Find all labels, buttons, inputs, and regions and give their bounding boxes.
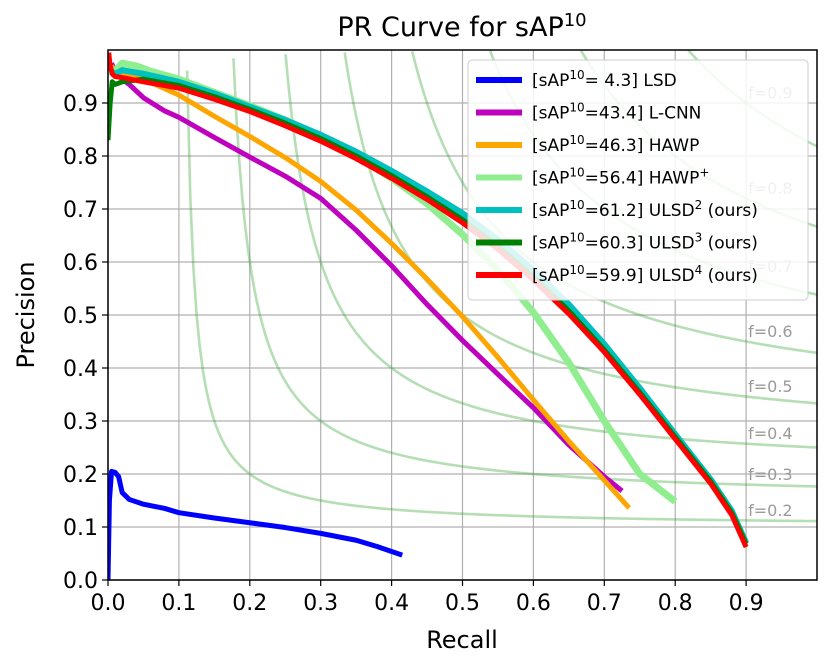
x-tick-label: 0.4 — [374, 591, 409, 616]
y-tick-label: 0.4 — [63, 357, 98, 382]
series-group — [108, 52, 749, 580]
x-tick-label: 0.2 — [232, 591, 267, 616]
x-tick-label: 0.0 — [91, 591, 126, 616]
y-tick-label: 0.7 — [63, 198, 98, 223]
legend: [sAP10= 4.3] LSD [sAP10=43.4] L-CNN [sAP10… — [467, 59, 809, 301]
x-tick-label: 0.5 — [445, 591, 480, 616]
iso-f-label: f=0.2 — [748, 501, 792, 520]
y-tick-label: 0.0 — [63, 569, 98, 594]
series-line-1 — [109, 62, 624, 493]
iso-f-label: f=0.4 — [748, 424, 792, 443]
x-tick-label: 0.3 — [303, 591, 338, 616]
x-tick-label: 0.9 — [729, 591, 764, 616]
y-tick-label: 0.9 — [63, 92, 98, 117]
legend-label: [sAP10=61.2] ULSD2 (ours) — [532, 198, 758, 221]
x-tick-label: 0.8 — [658, 591, 693, 616]
iso-f-label: f=0.6 — [748, 322, 792, 341]
y-tick-label: 0.2 — [63, 463, 98, 488]
y-tick-label: 0.1 — [63, 516, 98, 541]
y-tick-label: 0.5 — [63, 304, 98, 329]
legend-label: [sAP10=59.9] ULSD4 (ours) — [532, 263, 758, 286]
legend-box — [467, 59, 809, 301]
legend-label: [sAP10=46.3] HAWP — [532, 133, 699, 156]
y-axis-label: Precision — [12, 261, 40, 368]
legend-label: [sAP10=56.4] HAWP+ — [532, 166, 715, 189]
x-tick-label: 0.6 — [516, 591, 551, 616]
x-axis-ticks: 0.0 0.1 0.2 0.3 0.4 0.5 0.6 0.7 0.8 0.9 — [91, 580, 764, 616]
legend-label: [sAP10=43.4] L-CNN — [532, 101, 701, 124]
series-line-0 — [108, 468, 404, 580]
y-tick-label: 0.8 — [63, 145, 98, 170]
iso-f-curve — [185, 70, 817, 523]
y-tick-label: 0.3 — [63, 410, 98, 435]
series-line-6 — [108, 52, 749, 549]
legend-label: [sAP10= 4.3] LSD — [532, 68, 677, 91]
iso-f-label: f=0.3 — [748, 465, 792, 484]
legend-label: [sAP10=60.3] ULSD3 (ours) — [532, 231, 758, 254]
x-tick-label: 0.7 — [587, 591, 622, 616]
chart-title: PR Curve for sAP10 — [337, 10, 586, 43]
y-axis-ticks: 0.0 0.1 0.2 0.3 0.4 0.5 0.6 0.7 0.8 0.9 — [63, 92, 108, 594]
x-tick-label: 0.1 — [161, 591, 196, 616]
iso-f-curve — [232, 58, 817, 488]
x-axis-label: Recall — [426, 626, 498, 654]
y-tick-label: 0.6 — [63, 251, 98, 276]
iso-f-label: f=0.5 — [748, 377, 792, 396]
